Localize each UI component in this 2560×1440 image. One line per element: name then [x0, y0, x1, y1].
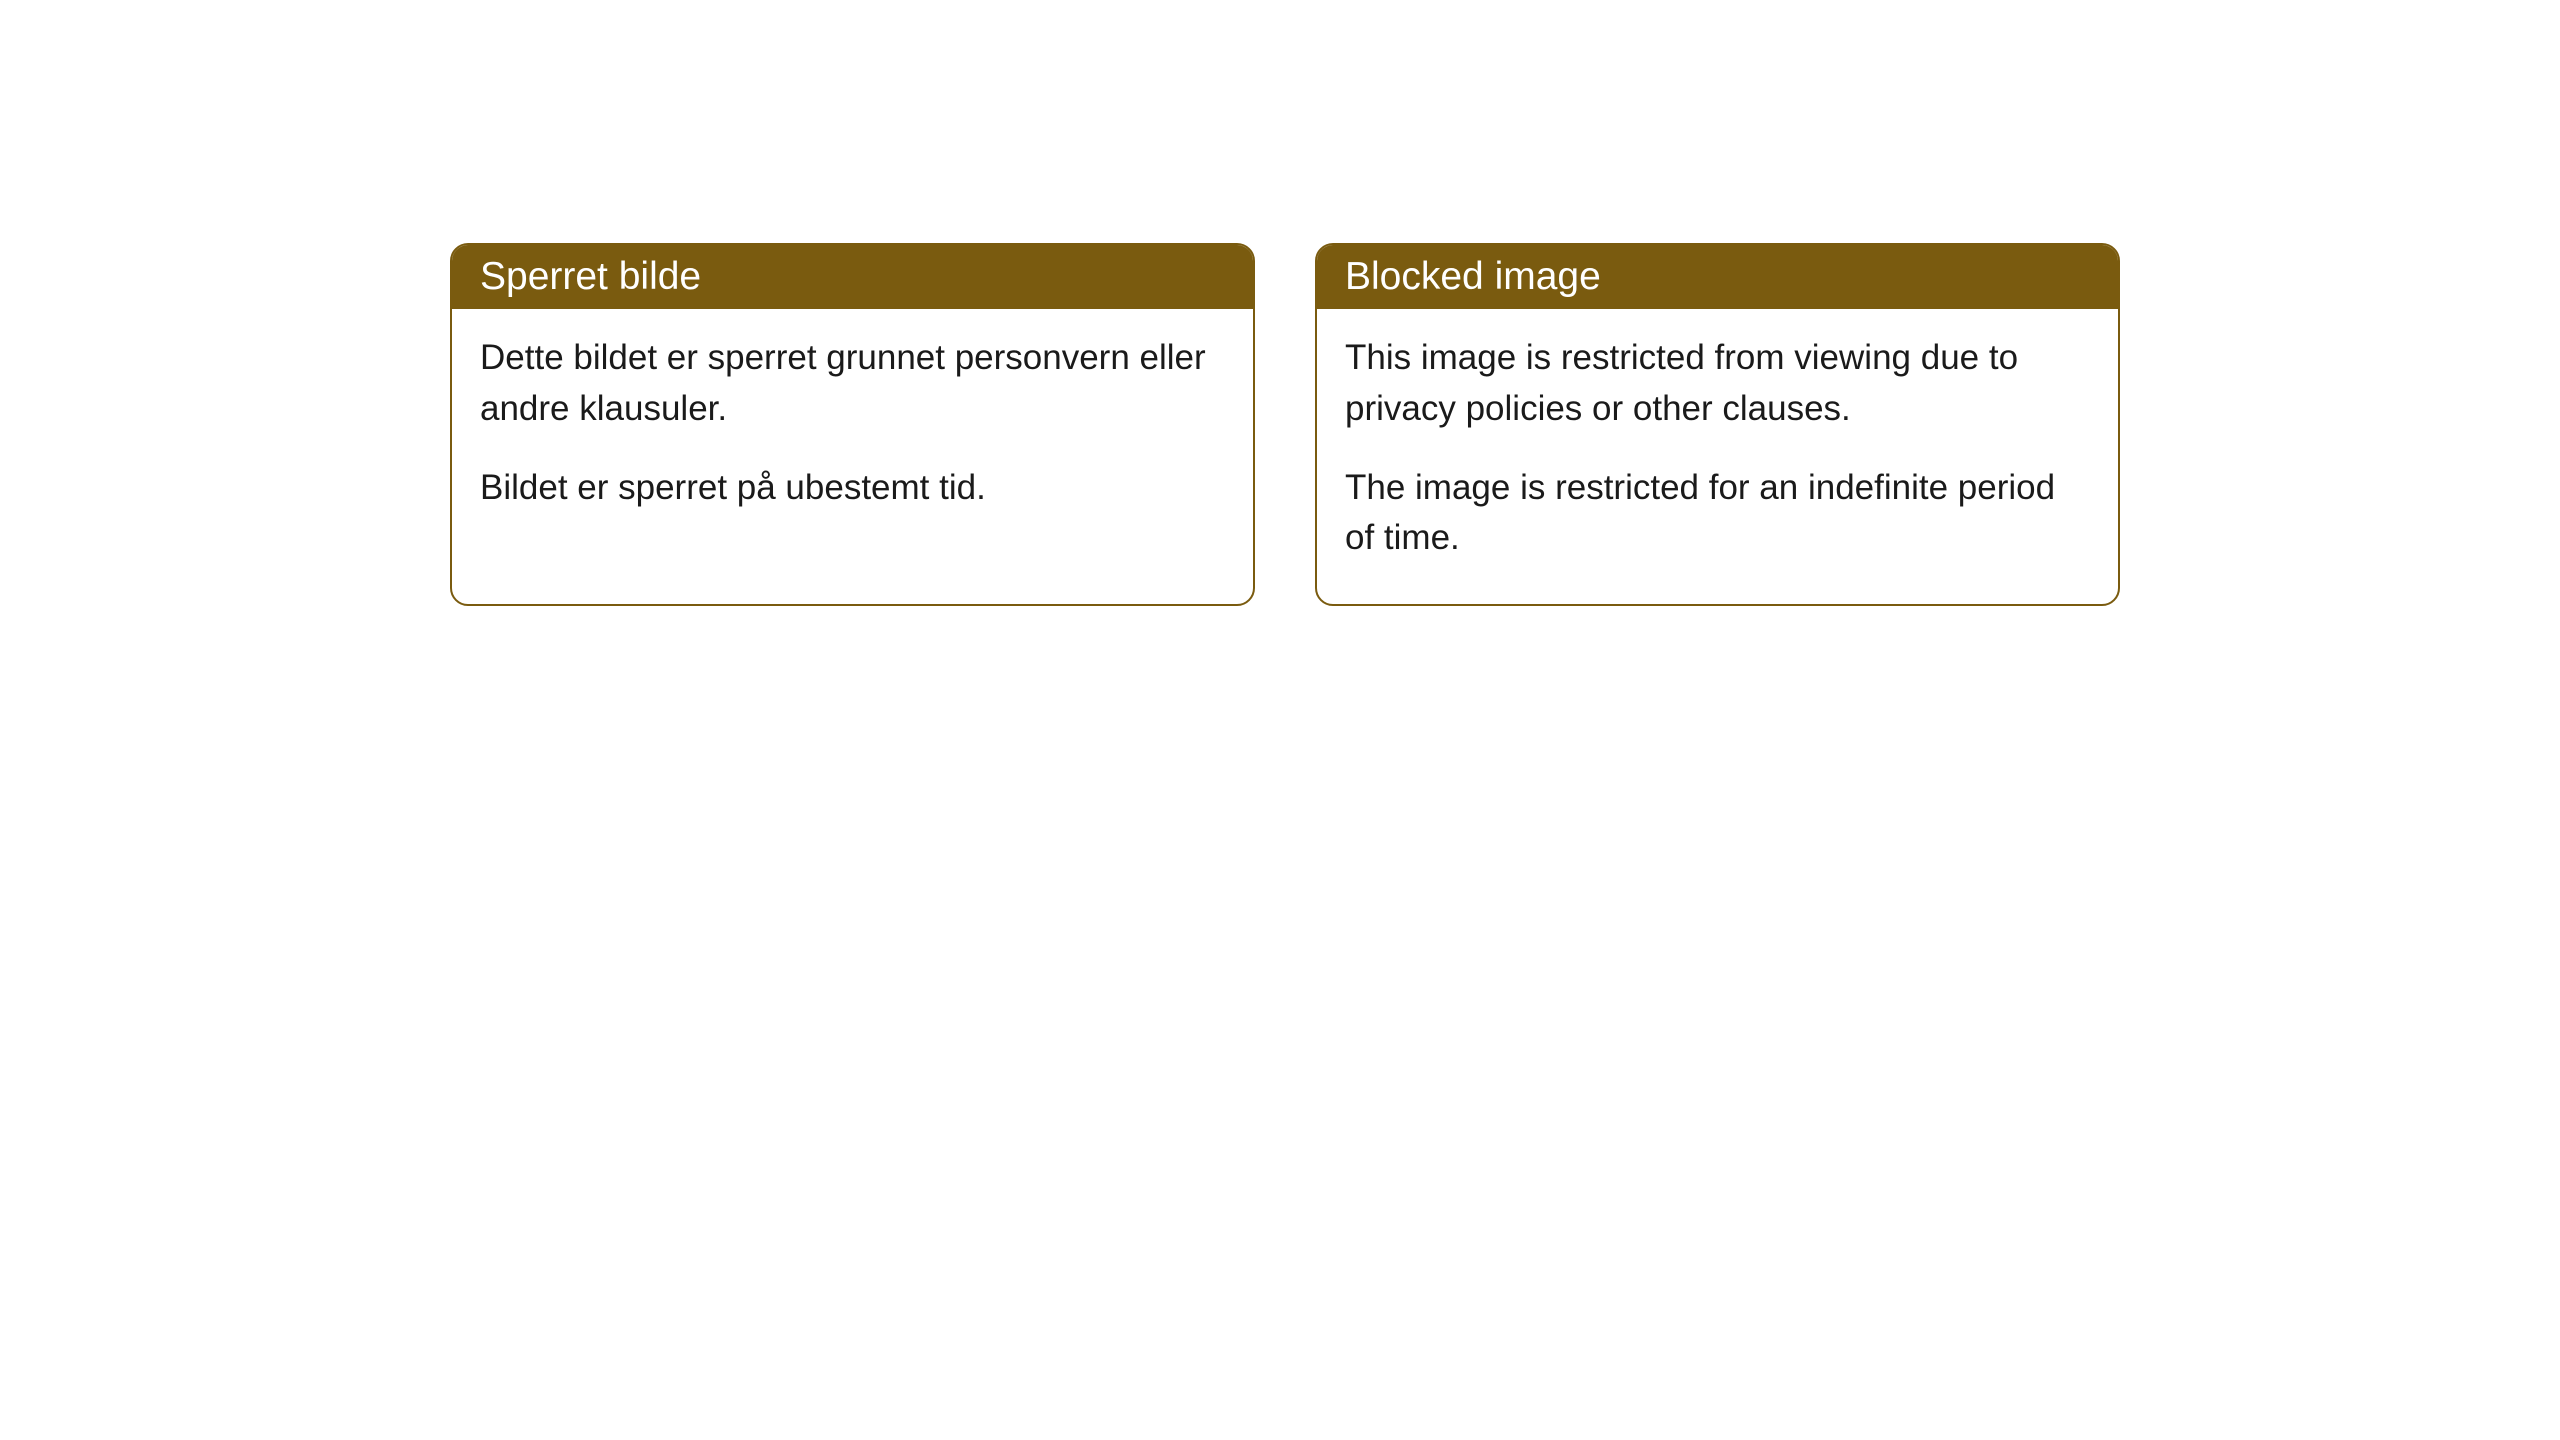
card-body-norwegian: Dette bildet er sperret grunnet personve… — [452, 309, 1253, 553]
card-paragraph-2-english: The image is restricted for an indefinit… — [1345, 463, 2090, 565]
card-header-norwegian: Sperret bilde — [452, 245, 1253, 309]
card-header-english: Blocked image — [1317, 245, 2118, 309]
card-paragraph-1-english: This image is restricted from viewing du… — [1345, 333, 2090, 435]
card-paragraph-2-norwegian: Bildet er sperret på ubestemt tid. — [480, 463, 1225, 514]
card-paragraph-1-norwegian: Dette bildet er sperret grunnet personve… — [480, 333, 1225, 435]
card-body-english: This image is restricted from viewing du… — [1317, 309, 2118, 604]
blocked-image-card-english: Blocked image This image is restricted f… — [1315, 243, 2120, 606]
blocked-image-card-norwegian: Sperret bilde Dette bildet er sperret gr… — [450, 243, 1255, 606]
cards-container: Sperret bilde Dette bildet er sperret gr… — [0, 0, 2560, 606]
